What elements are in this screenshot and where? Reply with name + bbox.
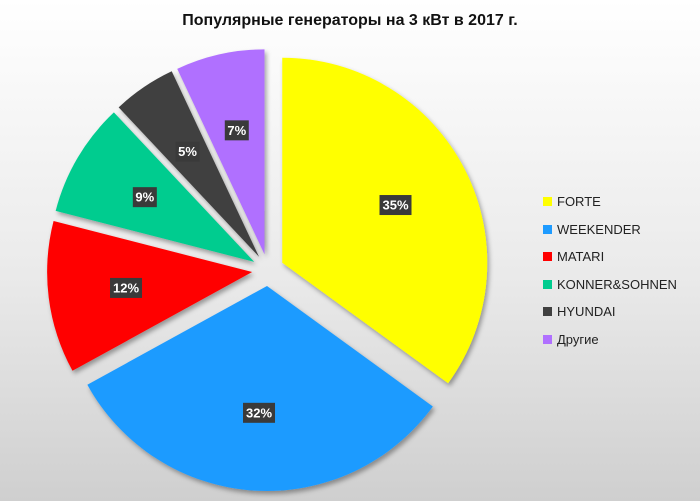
data-label-matari: 12% bbox=[110, 277, 143, 298]
data-label-box bbox=[132, 187, 157, 208]
data-label-text: 5% bbox=[178, 144, 197, 159]
pie-slice-other bbox=[177, 49, 265, 255]
data-label-box bbox=[110, 277, 143, 298]
chart-title: Популярные генераторы на 3 кВт в 2017 г. bbox=[182, 12, 518, 29]
data-label-text: 35% bbox=[382, 198, 408, 213]
data-label-konner-sohnen: 9% bbox=[132, 187, 157, 208]
data-label-text: 32% bbox=[246, 405, 272, 420]
legend-swatch bbox=[543, 279, 552, 289]
legend-item-matari: MATARI bbox=[543, 243, 677, 271]
pie-slice-forte bbox=[282, 57, 488, 384]
legend-label: KONNER&SOHNEN bbox=[557, 276, 677, 292]
legend-swatch bbox=[543, 224, 552, 234]
legend-swatch bbox=[543, 307, 552, 317]
pie-slice-hyundai bbox=[118, 71, 260, 257]
data-label-text: 9% bbox=[135, 190, 154, 205]
chart-legend: FORTE WEEKENDER MATARI KONNER&SOHNEN HYU… bbox=[543, 188, 677, 353]
legend-label: Другие bbox=[557, 331, 599, 347]
data-label-weekender: 32% bbox=[243, 402, 276, 423]
legend-label: WEEKENDER bbox=[557, 221, 641, 237]
legend-item-forte: FORTE bbox=[543, 188, 677, 216]
legend-item-hyundai: HYUNDAI bbox=[543, 298, 677, 326]
data-label-text: 7% bbox=[227, 123, 246, 138]
legend-label: HYUNDAI bbox=[557, 304, 616, 320]
legend-swatch bbox=[543, 197, 552, 207]
data-label-text: 12% bbox=[113, 280, 139, 295]
legend-label: MATARI bbox=[557, 249, 605, 265]
pie-slice-konner-sohnen bbox=[55, 112, 255, 262]
data-label-other: 7% bbox=[224, 120, 249, 141]
legend-item-weekender: WEEKENDER bbox=[543, 216, 677, 244]
pie-slice-matari bbox=[47, 221, 253, 371]
data-label-box bbox=[224, 120, 249, 141]
data-label-box bbox=[379, 195, 412, 216]
data-label-box bbox=[243, 402, 276, 423]
legend-label: FORTE bbox=[557, 194, 601, 210]
data-label-hyundai: 5% bbox=[175, 141, 200, 162]
data-label-forte: 35% bbox=[379, 195, 412, 216]
data-label-box bbox=[175, 141, 200, 162]
pie-slice-weekender bbox=[87, 285, 433, 491]
legend-swatch bbox=[543, 252, 552, 262]
legend-item-other: Другие bbox=[543, 326, 677, 354]
legend-item-konner-sohnen: KONNER&SOHNEN bbox=[543, 271, 677, 299]
legend-swatch bbox=[543, 334, 552, 344]
